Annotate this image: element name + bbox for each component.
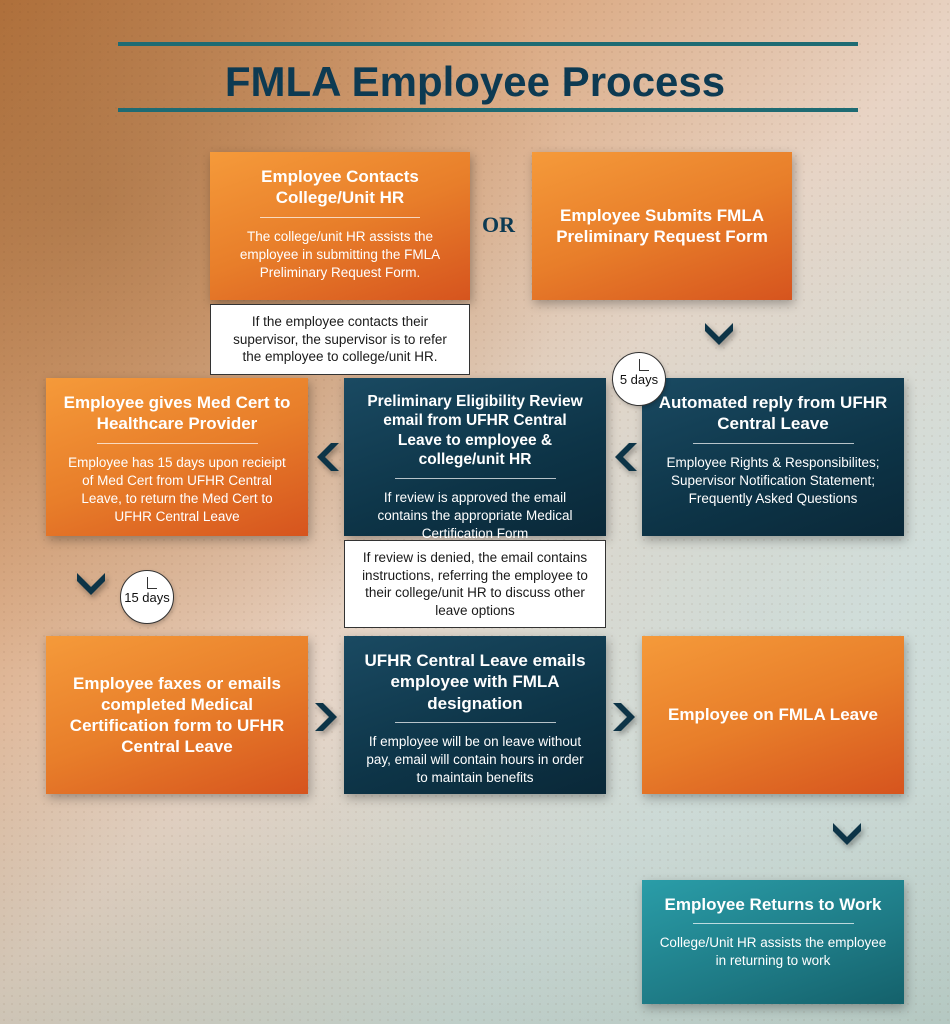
box-title: Employee Returns to Work	[658, 894, 888, 915]
box-employee-contacts-hr: Employee Contacts College/Unit HR The co…	[210, 152, 470, 300]
box-med-cert-provider: Employee gives Med Cert to Healthcare Pr…	[46, 378, 308, 536]
arrow-icon	[312, 440, 342, 474]
arrow-icon	[610, 700, 640, 734]
box-title: Automated reply from UFHR Central Leave	[658, 392, 888, 435]
box-title: Employee Contacts College/Unit HR	[226, 166, 454, 209]
box-title: Preliminary Eligibility Review email fro…	[360, 392, 590, 470]
note-text: If the employee contacts their superviso…	[233, 314, 447, 364]
arrow-icon	[830, 820, 864, 850]
box-title: Employee faxes or emails completed Medic…	[62, 673, 292, 758]
box-title: Employee on FMLA Leave	[668, 704, 878, 725]
box-body: Employee Rights & Responsibilites; Super…	[658, 454, 888, 509]
box-body: If review is approved the email contains…	[360, 489, 590, 544]
box-fax-email-cert: Employee faxes or emails completed Medic…	[46, 636, 308, 794]
arrow-icon	[702, 320, 736, 350]
box-divider	[260, 217, 420, 218]
note-supervisor-referral: If the employee contacts their superviso…	[210, 304, 470, 375]
clock-5-days: 5 days	[612, 352, 666, 406]
box-body: Employee has 15 days upon recieipt of Me…	[62, 454, 292, 527]
box-title: Employee gives Med Cert to Healthcare Pr…	[62, 392, 292, 435]
box-employee-submits-form: Employee Submits FMLA Preliminary Reques…	[532, 152, 792, 300]
title-rule-bottom	[118, 108, 858, 112]
box-body: If employee will be on leave without pay…	[360, 733, 590, 788]
box-divider	[395, 478, 556, 479]
box-divider	[693, 443, 854, 444]
box-on-leave: Employee on FMLA Leave	[642, 636, 904, 794]
box-return-to-work: Employee Returns to Work College/Unit HR…	[642, 880, 904, 1004]
box-divider	[395, 722, 556, 723]
clock-15-days: 15 days	[120, 570, 174, 624]
box-automated-reply: Automated reply from UFHR Central Leave …	[642, 378, 904, 536]
box-divider	[693, 923, 854, 924]
box-eligibility-review: Preliminary Eligibility Review email fro…	[344, 378, 606, 536]
clock-label: 5 days	[620, 372, 658, 387]
arrow-icon	[610, 440, 640, 474]
box-body: College/Unit HR assists the employee in …	[658, 934, 888, 970]
box-title: UFHR Central Leave emails employee with …	[360, 650, 590, 714]
or-connector: OR	[482, 212, 515, 238]
box-title: Employee Submits FMLA Preliminary Reques…	[548, 205, 776, 248]
flowchart-container: FMLA Employee Process Employee Contacts …	[0, 0, 950, 1024]
note-review-denied: If review is denied, the email contains …	[344, 540, 606, 628]
arrow-icon	[312, 700, 342, 734]
note-text: If review is denied, the email contains …	[362, 550, 588, 618]
box-body: The college/unit HR assists the employee…	[226, 228, 454, 283]
box-divider	[97, 443, 258, 444]
arrow-icon	[74, 570, 108, 600]
title-rule-top	[118, 42, 858, 46]
clock-label: 15 days	[124, 590, 170, 605]
box-fmla-designation: UFHR Central Leave emails employee with …	[344, 636, 606, 794]
page-title: FMLA Employee Process	[0, 58, 950, 106]
